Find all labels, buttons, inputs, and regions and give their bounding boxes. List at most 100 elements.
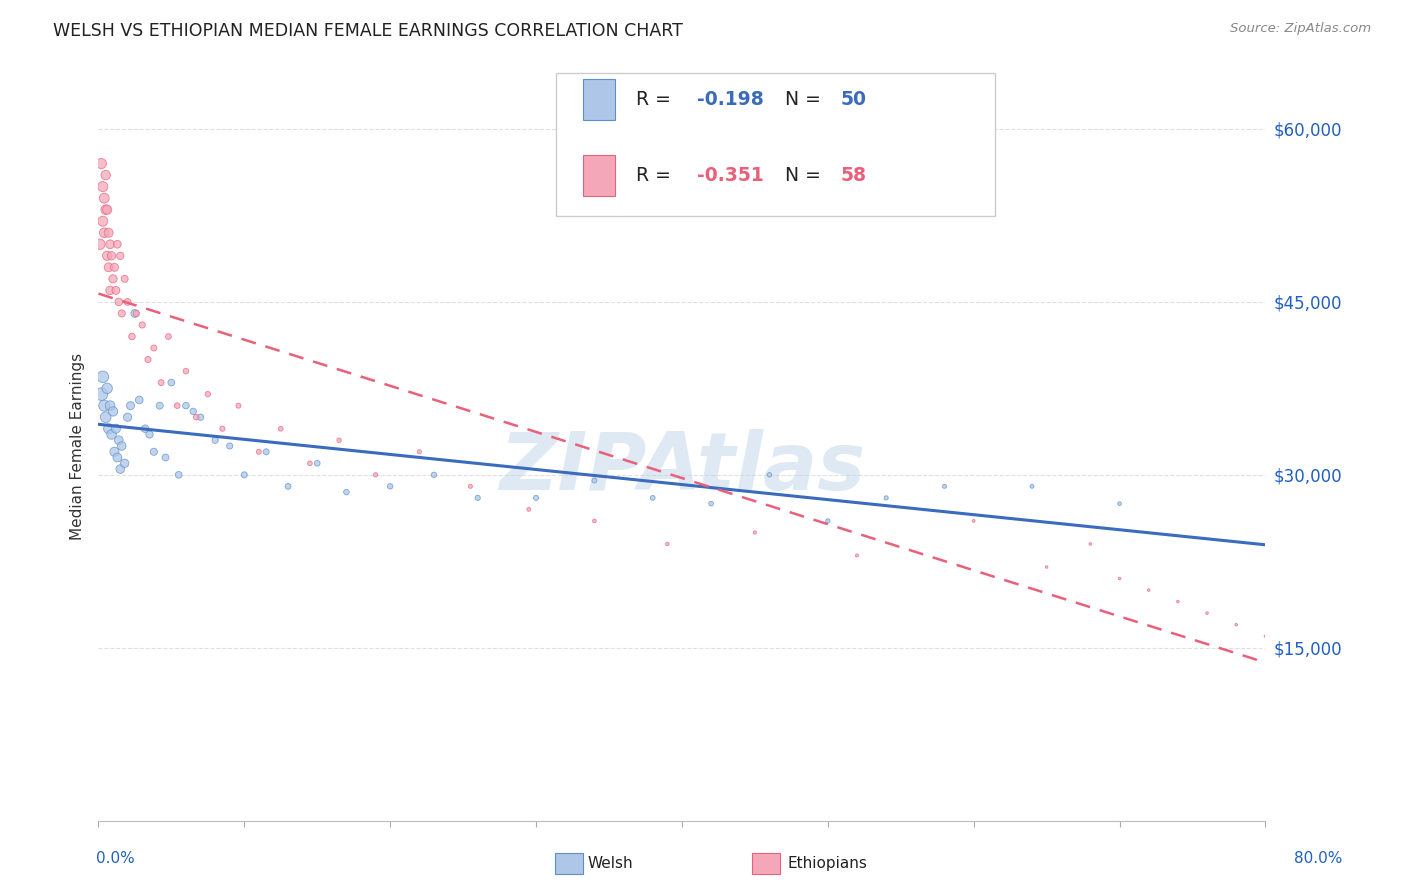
Point bbox=[150, 376, 173, 390]
Point bbox=[1108, 497, 1130, 511]
FancyBboxPatch shape bbox=[582, 155, 616, 196]
Point bbox=[89, 237, 111, 252]
Point bbox=[94, 168, 117, 182]
Point bbox=[97, 226, 120, 240]
Point bbox=[524, 491, 547, 505]
Point bbox=[103, 260, 125, 275]
Text: Welsh: Welsh bbox=[588, 856, 633, 871]
Point bbox=[1108, 572, 1130, 586]
Point bbox=[100, 249, 122, 263]
Point bbox=[94, 202, 117, 217]
Point bbox=[93, 226, 115, 240]
Point bbox=[380, 479, 402, 493]
Point bbox=[364, 467, 387, 482]
Point bbox=[186, 410, 208, 425]
Point bbox=[117, 294, 139, 309]
Point bbox=[1167, 594, 1189, 608]
Point bbox=[1225, 617, 1247, 632]
Point bbox=[460, 479, 482, 493]
Point bbox=[174, 364, 197, 378]
Point bbox=[211, 422, 233, 436]
Point bbox=[117, 410, 139, 425]
FancyBboxPatch shape bbox=[582, 78, 616, 120]
Point bbox=[298, 456, 321, 470]
Point bbox=[744, 525, 766, 540]
Point bbox=[875, 491, 897, 505]
Point bbox=[96, 381, 118, 395]
Text: N =: N = bbox=[785, 90, 827, 109]
Point bbox=[111, 306, 134, 320]
Point bbox=[138, 427, 160, 442]
Text: -0.351: -0.351 bbox=[697, 167, 763, 186]
Point bbox=[105, 237, 128, 252]
Point bbox=[174, 399, 197, 413]
Point bbox=[111, 439, 134, 453]
Point bbox=[96, 249, 118, 263]
Point bbox=[94, 410, 117, 425]
Text: WELSH VS ETHIOPIAN MEDIAN FEMALE EARNINGS CORRELATION CHART: WELSH VS ETHIOPIAN MEDIAN FEMALE EARNING… bbox=[53, 22, 683, 40]
Point bbox=[91, 369, 114, 384]
Point bbox=[90, 387, 112, 401]
Point bbox=[90, 156, 112, 170]
Point bbox=[97, 422, 120, 436]
Point bbox=[408, 444, 430, 458]
Point bbox=[110, 249, 132, 263]
Point bbox=[121, 329, 143, 343]
Point bbox=[142, 444, 165, 458]
Point bbox=[142, 341, 165, 355]
Point bbox=[583, 474, 606, 488]
Point bbox=[190, 410, 212, 425]
Point bbox=[120, 399, 142, 413]
Point bbox=[105, 450, 128, 465]
Point bbox=[1137, 583, 1160, 598]
Point bbox=[328, 434, 350, 448]
Text: N =: N = bbox=[785, 167, 827, 186]
Point bbox=[846, 549, 869, 563]
Point bbox=[657, 537, 679, 551]
Point bbox=[93, 191, 115, 205]
Text: R =: R = bbox=[637, 167, 678, 186]
Point bbox=[962, 514, 984, 528]
Point bbox=[97, 260, 120, 275]
Point bbox=[98, 237, 121, 252]
Point bbox=[1035, 560, 1057, 574]
Point bbox=[1195, 606, 1218, 620]
Point bbox=[91, 214, 114, 228]
Point bbox=[108, 434, 131, 448]
Point bbox=[98, 284, 121, 298]
Point bbox=[166, 399, 188, 413]
Point bbox=[100, 427, 122, 442]
Point bbox=[467, 491, 489, 505]
Point bbox=[254, 444, 277, 458]
Point bbox=[817, 514, 839, 528]
Point bbox=[160, 376, 183, 390]
Point bbox=[125, 306, 148, 320]
Point bbox=[423, 467, 446, 482]
Text: 0.0%: 0.0% bbox=[96, 851, 135, 865]
Point bbox=[517, 502, 540, 516]
Point bbox=[155, 450, 177, 465]
Point bbox=[98, 399, 121, 413]
Point bbox=[218, 439, 240, 453]
Point bbox=[114, 272, 136, 286]
Point bbox=[104, 284, 127, 298]
Point bbox=[136, 352, 159, 367]
Point bbox=[335, 485, 357, 500]
Point bbox=[583, 514, 606, 528]
Point bbox=[103, 444, 125, 458]
Text: 58: 58 bbox=[841, 167, 866, 186]
Point bbox=[1021, 479, 1043, 493]
Text: -0.198: -0.198 bbox=[697, 90, 763, 109]
Point bbox=[101, 272, 124, 286]
Point bbox=[91, 179, 114, 194]
Point bbox=[149, 399, 172, 413]
Text: Source: ZipAtlas.com: Source: ZipAtlas.com bbox=[1230, 22, 1371, 36]
Point bbox=[110, 462, 132, 476]
Point bbox=[114, 456, 136, 470]
Text: Ethiopians: Ethiopians bbox=[787, 856, 868, 871]
Point bbox=[228, 399, 250, 413]
Point bbox=[1254, 629, 1277, 643]
Text: R =: R = bbox=[637, 90, 678, 109]
Point bbox=[247, 444, 270, 458]
Point bbox=[641, 491, 664, 505]
